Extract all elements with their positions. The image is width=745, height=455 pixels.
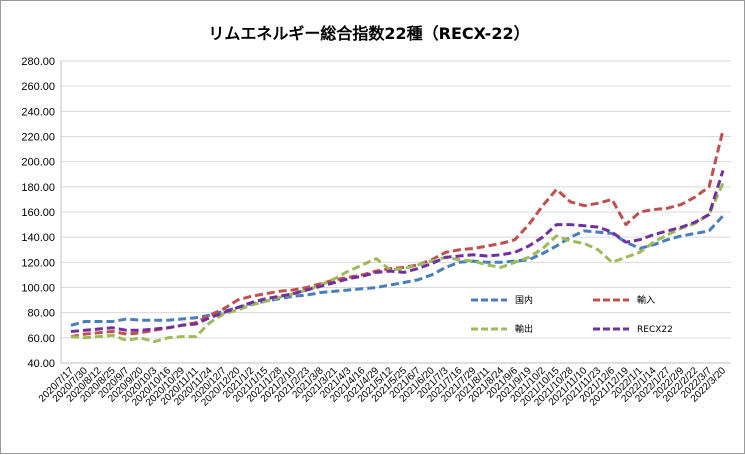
y-tick-label: 260.00 bbox=[21, 81, 55, 93]
y-tick-label: 280.00 bbox=[21, 56, 55, 68]
series-line-3 bbox=[70, 170, 725, 333]
chart-title: リムエネルギー総合指数22種（RECX-22） bbox=[208, 24, 529, 43]
y-tick-label: 40.00 bbox=[27, 358, 55, 370]
y-tick-label: 180.00 bbox=[21, 182, 55, 194]
legend-label: RECX22 bbox=[637, 325, 673, 335]
series-layer bbox=[70, 129, 725, 344]
y-tick-label: 160.00 bbox=[21, 207, 55, 219]
legend-label: 輸入 bbox=[637, 294, 655, 306]
y-tick-label: 120.00 bbox=[21, 257, 55, 269]
y-tick-label: 100.00 bbox=[21, 283, 55, 295]
y-tick-label: 220.00 bbox=[21, 132, 55, 144]
legend-label: 国内 bbox=[515, 294, 533, 306]
y-tick-label: 140.00 bbox=[21, 232, 55, 244]
y-tick-label: 80.00 bbox=[27, 308, 55, 320]
y-tick-label: 240.00 bbox=[21, 106, 55, 118]
series-line-2 bbox=[70, 182, 725, 344]
grid-layer bbox=[61, 60, 731, 364]
y-tick-label: 200.00 bbox=[21, 157, 55, 169]
series-line-1 bbox=[70, 129, 725, 339]
legend-label: 輸出 bbox=[515, 323, 533, 335]
y-tick-label: 60.00 bbox=[27, 333, 55, 345]
axis-layer: 40.00 60.00 80.00 100.00 120.00 140.00 160.00 1… bbox=[21, 56, 731, 409]
